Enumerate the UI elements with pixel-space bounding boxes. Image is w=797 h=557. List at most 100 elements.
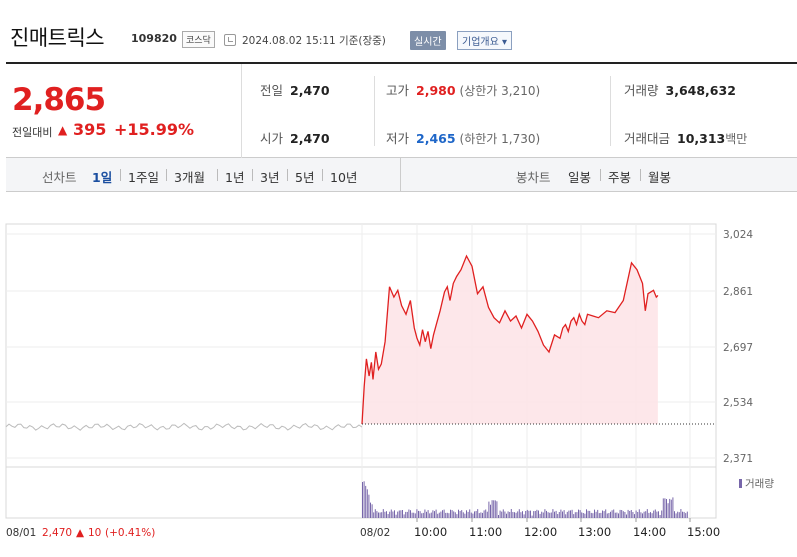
stat-high: 고가 2,980 (상한가 3,210) — [386, 80, 540, 99]
stock-name: 진매트릭스 — [10, 26, 105, 50]
volume-bar — [427, 510, 429, 518]
stat-label: 저가 — [386, 131, 410, 146]
volume-bar — [450, 509, 451, 518]
volume-bar — [650, 512, 651, 518]
volume-bar — [408, 509, 410, 518]
volume-bar — [379, 512, 381, 518]
volume-bar — [475, 511, 477, 518]
volume-bar — [454, 512, 456, 518]
volume-bar — [429, 513, 431, 518]
volume-bar — [376, 511, 378, 518]
volume-bar — [566, 511, 568, 518]
stat-low: 저가 2,465 (하한가 1,730) — [386, 128, 540, 147]
stat-amount: 거래대금 10,313백만 — [624, 128, 747, 147]
volume-bar — [554, 511, 555, 518]
volume-bar — [418, 510, 419, 518]
tab-monthly-candle[interactable]: 월봉 — [648, 170, 672, 185]
volume-bar — [528, 510, 530, 518]
volume-bar — [378, 512, 379, 518]
volume-bar — [507, 511, 509, 518]
volume-bar — [456, 514, 458, 518]
volume-bar — [493, 500, 495, 518]
tab-10y[interactable]: 10년 — [330, 170, 358, 185]
volume-bar — [536, 509, 538, 518]
volume-bar — [634, 514, 635, 518]
stat-value: 10,313 — [677, 131, 726, 146]
prev-date-label: 08/01 — [6, 527, 36, 539]
volume-bar — [365, 485, 367, 518]
volume-bar — [517, 511, 519, 518]
volume-bar — [512, 512, 514, 518]
volume-bar — [530, 510, 531, 518]
volume-bar — [638, 509, 640, 518]
tab-1d[interactable]: 1일 — [92, 170, 113, 185]
volume-bar — [603, 511, 605, 518]
volume-bar — [629, 511, 631, 518]
volume-bar — [685, 513, 687, 518]
volume-bar — [510, 509, 512, 518]
volume-bar — [555, 510, 557, 518]
volume-bar — [480, 512, 482, 518]
x-tick-label: 13:00 — [578, 525, 611, 539]
volume-bar — [526, 509, 528, 518]
volume-bar — [389, 511, 391, 518]
tab-1y[interactable]: 1년 — [225, 170, 245, 185]
volume-bar — [523, 514, 525, 518]
volume-bar — [642, 513, 643, 518]
tab-1w[interactable]: 1주일 — [128, 170, 159, 185]
volume-bar — [547, 512, 549, 518]
volume-bar — [645, 511, 647, 518]
volume-bar — [659, 515, 661, 518]
volume-bar — [382, 509, 384, 518]
volume-bar — [662, 498, 664, 518]
tab-weekly-candle[interactable]: 주봉 — [608, 170, 632, 185]
stat-unit: 백만 — [725, 132, 748, 146]
volume-bar — [405, 511, 407, 518]
volume-bar — [362, 482, 363, 518]
volume-bar — [398, 510, 400, 518]
volume-bar — [522, 511, 523, 518]
volume-bar — [402, 510, 403, 518]
volume-bar — [419, 511, 421, 518]
volume-bar — [622, 511, 624, 518]
stock-header: 진매트릭스 109820 코스닥 2024.08.02 15:11 기준(장중)… — [0, 0, 797, 60]
y-tick-label: 2,371 — [723, 453, 753, 465]
volume-bar — [664, 498, 666, 518]
volume-bar — [491, 500, 493, 518]
volume-bar — [565, 514, 567, 518]
volume-bar — [525, 511, 527, 518]
volume-bar — [384, 511, 386, 518]
volume-bar — [370, 502, 371, 518]
chart-tabs: 선차트 1일 1주일 3개월 1년 3년 5년 10년 봉차트 일봉 주봉 월봉 — [6, 158, 797, 192]
volume-bar — [482, 512, 483, 518]
divider — [374, 76, 375, 146]
volume-bar — [466, 510, 467, 518]
volume-bar — [533, 511, 535, 518]
volume-bar — [414, 513, 416, 518]
stat-value: 3,648,632 — [665, 83, 736, 98]
stat-label: 전일 — [260, 83, 284, 98]
prev-change-label: 10 — [88, 527, 101, 539]
volume-bar — [586, 509, 587, 518]
tab-daily-candle[interactable]: 일봉 — [568, 170, 592, 185]
y-tick-label: 2,534 — [723, 397, 753, 409]
realtime-button[interactable]: 실시간 — [410, 31, 446, 50]
volume-bar — [602, 510, 603, 518]
volume-bar — [614, 512, 616, 518]
volume-bar — [426, 511, 427, 518]
volume-bar — [406, 511, 408, 518]
company-overview-button[interactable]: 기업개요 ▾ — [457, 31, 513, 50]
volume-bar — [682, 511, 683, 518]
volume-bar — [626, 514, 627, 518]
stat-value: 2,470 — [290, 131, 330, 146]
volume-bar — [413, 512, 415, 518]
volume-bar — [502, 509, 504, 518]
volume-bar — [653, 510, 655, 518]
volume-bar — [621, 510, 623, 518]
tab-3y[interactable]: 3년 — [260, 170, 280, 185]
volume-bar — [646, 509, 648, 518]
prev-close-label: 2,470 — [42, 527, 72, 539]
tab-5y[interactable]: 5년 — [295, 170, 315, 185]
volume-bar — [474, 511, 475, 518]
tab-3m[interactable]: 3개월 — [174, 170, 205, 185]
